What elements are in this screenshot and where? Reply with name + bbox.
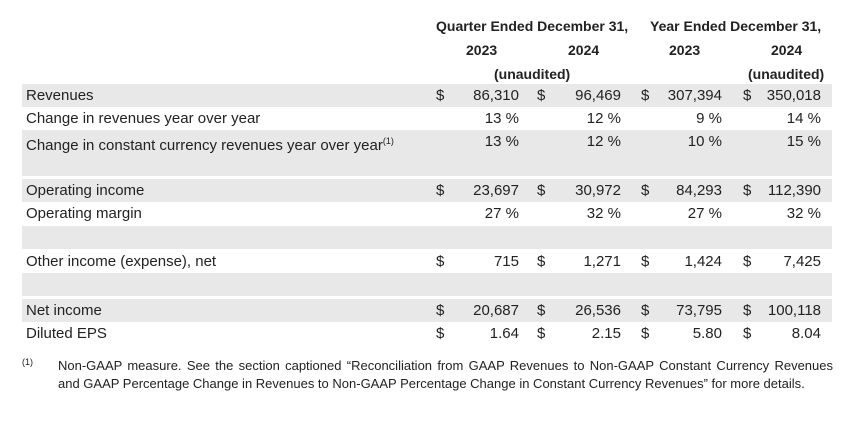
value-cell: 12 %: [586, 133, 621, 150]
unaudited-label-year: (unaudited): [748, 66, 825, 82]
currency-symbol: $: [436, 302, 445, 319]
value-cell: 30,972: [575, 182, 621, 199]
table-row: Net income $20,687 $26,536 $73,795 $100,118: [22, 299, 832, 322]
currency-symbol: $: [743, 325, 752, 342]
value-cell: 32 %: [586, 205, 621, 222]
value-cell: 1.64: [489, 325, 519, 342]
value-cell: 8.04: [791, 325, 821, 342]
currency-symbol: $: [436, 182, 445, 199]
value-cell: 10 %: [687, 133, 722, 150]
year-header-y-2024: 2024: [771, 42, 803, 58]
table-row: Operating margin 27 % 32 % 27 % 32 %: [22, 202, 832, 225]
currency-symbol: $: [641, 302, 650, 319]
value-cell: 350,018: [766, 87, 821, 104]
value-cell: 12 %: [586, 110, 621, 127]
currency-symbol: $: [743, 302, 752, 319]
table-row: Change in constant currency revenues yea…: [22, 130, 832, 154]
value-cell: 86,310: [473, 87, 519, 104]
value-cell: 13 %: [484, 133, 519, 150]
value-cell: 9 %: [696, 110, 722, 127]
value-cell: 26,536: [575, 302, 621, 319]
value-cell: 1,271: [583, 253, 621, 270]
currency-symbol: $: [641, 253, 650, 270]
value-cell: 715: [493, 253, 519, 270]
table-row: Diluted EPS $1.64 $2.15 $5.80 $8.04: [22, 322, 832, 345]
value-cell: 13 %: [484, 110, 519, 127]
year-header-q-2024: 2024: [568, 42, 600, 58]
footnote-ref: (1): [382, 136, 394, 146]
row-label: Change in constant currency revenues yea…: [26, 136, 394, 154]
value-cell: 20,687: [473, 302, 519, 319]
quarter-period-header: Quarter Ended December 31,: [436, 18, 629, 34]
currency-symbol: $: [743, 87, 752, 104]
value-cell: 100,118: [767, 302, 821, 319]
value-cell: 15 %: [786, 133, 821, 150]
table-row: Change in revenues year over year 13 % 12 …: [22, 107, 832, 130]
currency-symbol: $: [537, 302, 546, 319]
currency-symbol: $: [436, 253, 445, 270]
separator-band: [22, 153, 832, 176]
footnote-marker: (1): [22, 357, 33, 367]
row-label: Change in revenues year over year: [26, 110, 261, 127]
value-cell: 2.15: [591, 325, 621, 342]
value-cell: 14 %: [786, 110, 821, 127]
currency-symbol: $: [436, 87, 445, 104]
value-cell: 27 %: [687, 205, 722, 222]
row-label: Net income: [26, 302, 102, 319]
value-cell: 73,795: [676, 302, 722, 319]
value-cell: 23,697: [473, 182, 519, 199]
value-cell: 7,425: [783, 253, 821, 270]
separator-band: [22, 273, 832, 296]
currency-symbol: $: [641, 182, 650, 199]
value-cell: 96,469: [575, 87, 621, 104]
currency-symbol: $: [743, 182, 752, 199]
row-label: Operating margin: [26, 205, 142, 222]
row-label: Other income (expense), net: [26, 253, 217, 270]
value-cell: 32 %: [786, 205, 821, 222]
row-label: Diluted EPS: [26, 325, 107, 342]
currency-symbol: $: [436, 325, 445, 342]
value-cell: 1,424: [684, 253, 722, 270]
value-cell: 27 %: [484, 205, 519, 222]
currency-symbol: $: [743, 253, 752, 270]
table-row: Revenues $86,310 $96,469 $307,394 $350,018: [22, 84, 832, 107]
currency-symbol: $: [641, 325, 650, 342]
year-header-y-2023: 2023: [669, 42, 701, 58]
table-row: Operating income $23,697 $30,972 $84,293 $11…: [22, 179, 832, 202]
currency-symbol: $: [641, 87, 650, 104]
value-cell: 307,394: [667, 87, 722, 104]
unaudited-label-quarter: (unaudited): [494, 66, 571, 82]
value-cell: 5.80: [692, 325, 722, 342]
footnote-text: Non-GAAP measure. See the section captio…: [58, 358, 833, 391]
currency-symbol: $: [537, 87, 546, 104]
currency-symbol: $: [537, 253, 546, 270]
year-header-q-2023: 2023: [466, 42, 498, 58]
row-label: Operating income: [26, 182, 145, 199]
year-period-header: Year Ended December 31,: [650, 18, 822, 34]
currency-symbol: $: [537, 325, 546, 342]
currency-symbol: $: [537, 182, 546, 199]
table-row: Other income (expense), net $715 $1,271 $1,…: [22, 250, 832, 273]
value-cell: 84,293: [676, 182, 722, 199]
separator-band: [22, 226, 832, 249]
value-cell: 112,390: [767, 182, 821, 199]
row-label: Revenues: [26, 87, 94, 104]
